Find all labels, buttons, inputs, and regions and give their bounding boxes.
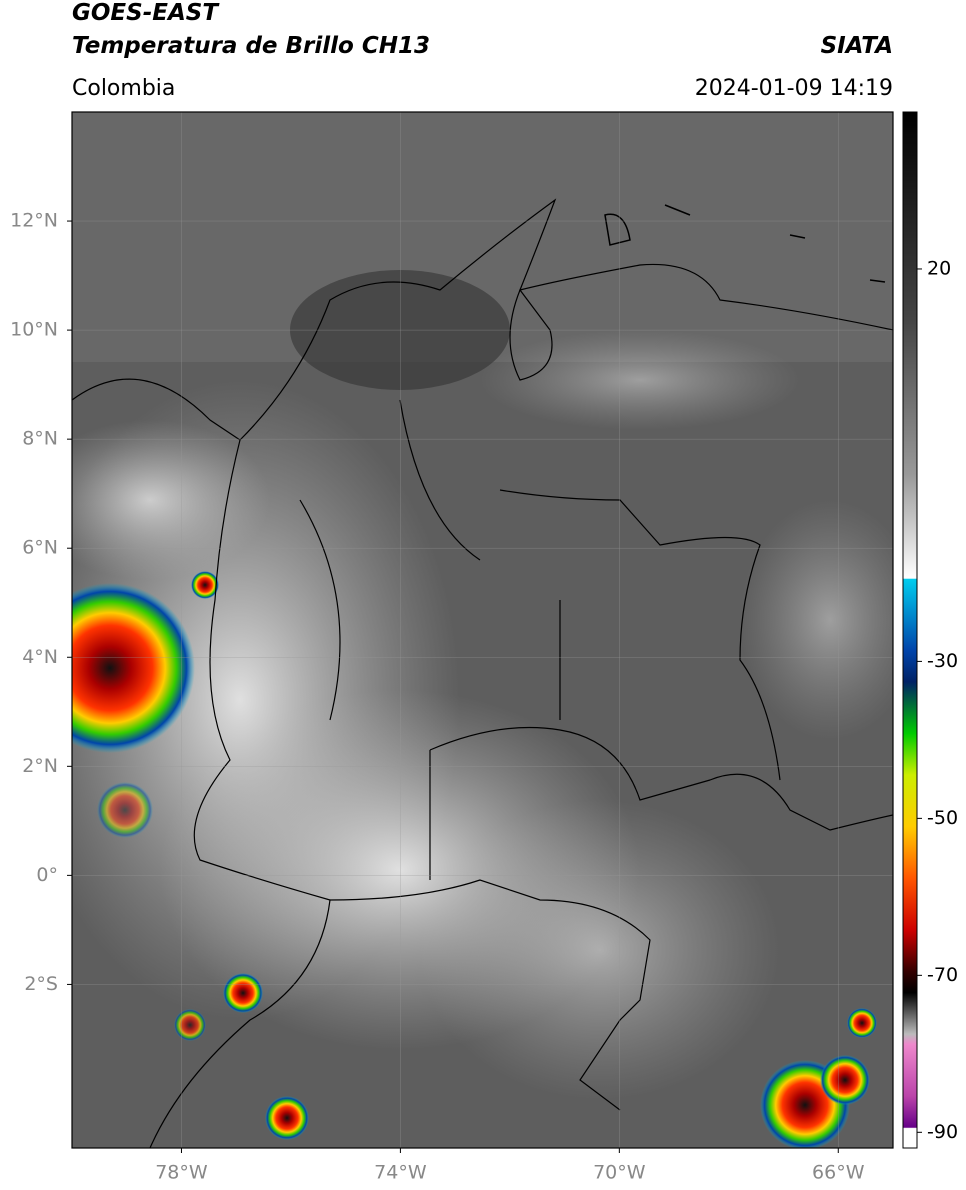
subtitle: Colombia <box>72 76 175 101</box>
y-tick-label: 6°N <box>22 537 58 559</box>
timestamp: 2024-01-09 14:19 <box>695 76 893 101</box>
title: GOES-EAST <box>72 0 220 26</box>
map-frame <box>71 111 894 1149</box>
colorbar-label: 20 <box>927 257 951 279</box>
satellite-image <box>72 112 893 1148</box>
colorbar-label: -90 <box>927 1121 958 1143</box>
colorbar <box>902 111 918 1149</box>
x-tick-label: 74°W <box>374 1162 427 1184</box>
y-tick-label: 4°N <box>22 646 58 668</box>
graticule <box>72 112 893 1148</box>
y-tick-label: 10°N <box>10 319 58 341</box>
colorbar-label: -50 <box>927 807 958 829</box>
title: Temperatura de Brillo CH13 <box>72 33 430 59</box>
colorbar-label: -70 <box>927 964 958 986</box>
x-tick-label: 66°W <box>812 1162 865 1184</box>
x-tick-label: 78°W <box>155 1162 208 1184</box>
y-tick-label: 2°S <box>24 973 58 995</box>
colorbar-label: -30 <box>927 650 958 672</box>
y-tick-label: 12°N <box>10 210 58 232</box>
x-tick-label: 70°W <box>593 1162 646 1184</box>
y-tick-label: 8°N <box>22 428 58 450</box>
source: SIATA <box>821 33 893 59</box>
y-tick-label: 0° <box>36 864 58 886</box>
y-tick-label: 2°N <box>22 755 58 777</box>
